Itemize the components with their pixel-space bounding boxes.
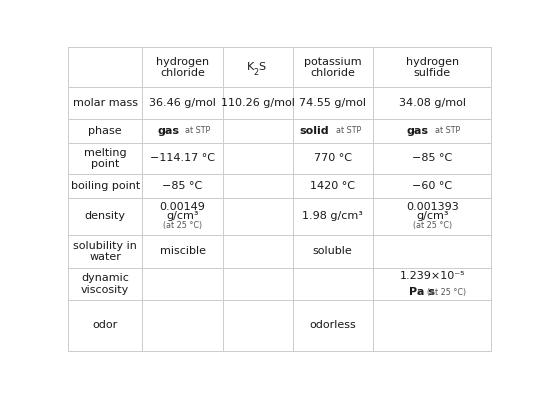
Text: density: density (85, 212, 126, 221)
Text: (at 25 °C): (at 25 °C) (413, 221, 452, 230)
Text: 74.55 g/mol: 74.55 g/mol (299, 98, 366, 108)
Text: 2: 2 (253, 68, 258, 77)
Text: 36.46 g/mol: 36.46 g/mol (149, 98, 216, 108)
Text: boiling point: boiling point (70, 181, 140, 191)
Text: K: K (247, 62, 254, 72)
Text: Pa s: Pa s (408, 287, 435, 297)
Text: odor: odor (93, 320, 118, 330)
Text: (at 25 °C): (at 25 °C) (163, 221, 202, 230)
Text: −60 °C: −60 °C (412, 181, 452, 191)
Text: (at 25 °C): (at 25 °C) (426, 288, 466, 297)
Text: soluble: soluble (313, 247, 353, 256)
Text: at STP: at STP (331, 126, 361, 136)
Text: gas: gas (407, 126, 429, 136)
Text: hydrogen
chloride: hydrogen chloride (156, 56, 209, 78)
Text: 110.26 g/mol: 110.26 g/mol (221, 98, 294, 108)
Text: −114.17 °C: −114.17 °C (150, 154, 215, 164)
Text: −85 °C: −85 °C (412, 154, 452, 164)
Text: phase: phase (88, 126, 122, 136)
Text: at STP: at STP (430, 126, 460, 136)
Text: molar mass: molar mass (73, 98, 138, 108)
Text: odorless: odorless (310, 320, 356, 330)
Text: melting
point: melting point (84, 148, 127, 169)
Text: 1.98 g/cm³: 1.98 g/cm³ (302, 212, 363, 221)
Text: potassium
chloride: potassium chloride (304, 56, 361, 78)
Text: 1.239×10⁻⁵: 1.239×10⁻⁵ (400, 271, 465, 281)
Text: miscible: miscible (159, 247, 205, 256)
Text: gas: gas (157, 126, 179, 136)
Text: 770 °C: 770 °C (314, 154, 352, 164)
Text: 1420 °C: 1420 °C (310, 181, 355, 191)
Text: solubility in
water: solubility in water (73, 241, 137, 262)
Text: 0.00149: 0.00149 (159, 202, 205, 212)
Text: S: S (259, 62, 266, 72)
Text: 34.08 g/mol: 34.08 g/mol (399, 98, 466, 108)
Text: at STP: at STP (180, 126, 211, 136)
Text: solid: solid (300, 126, 329, 136)
Text: −85 °C: −85 °C (162, 181, 203, 191)
Text: 0.001393: 0.001393 (406, 202, 459, 212)
Text: dynamic
viscosity: dynamic viscosity (81, 273, 129, 295)
Text: g/cm³: g/cm³ (416, 212, 448, 221)
Text: g/cm³: g/cm³ (166, 212, 199, 221)
Text: hydrogen
sulfide: hydrogen sulfide (406, 56, 459, 78)
